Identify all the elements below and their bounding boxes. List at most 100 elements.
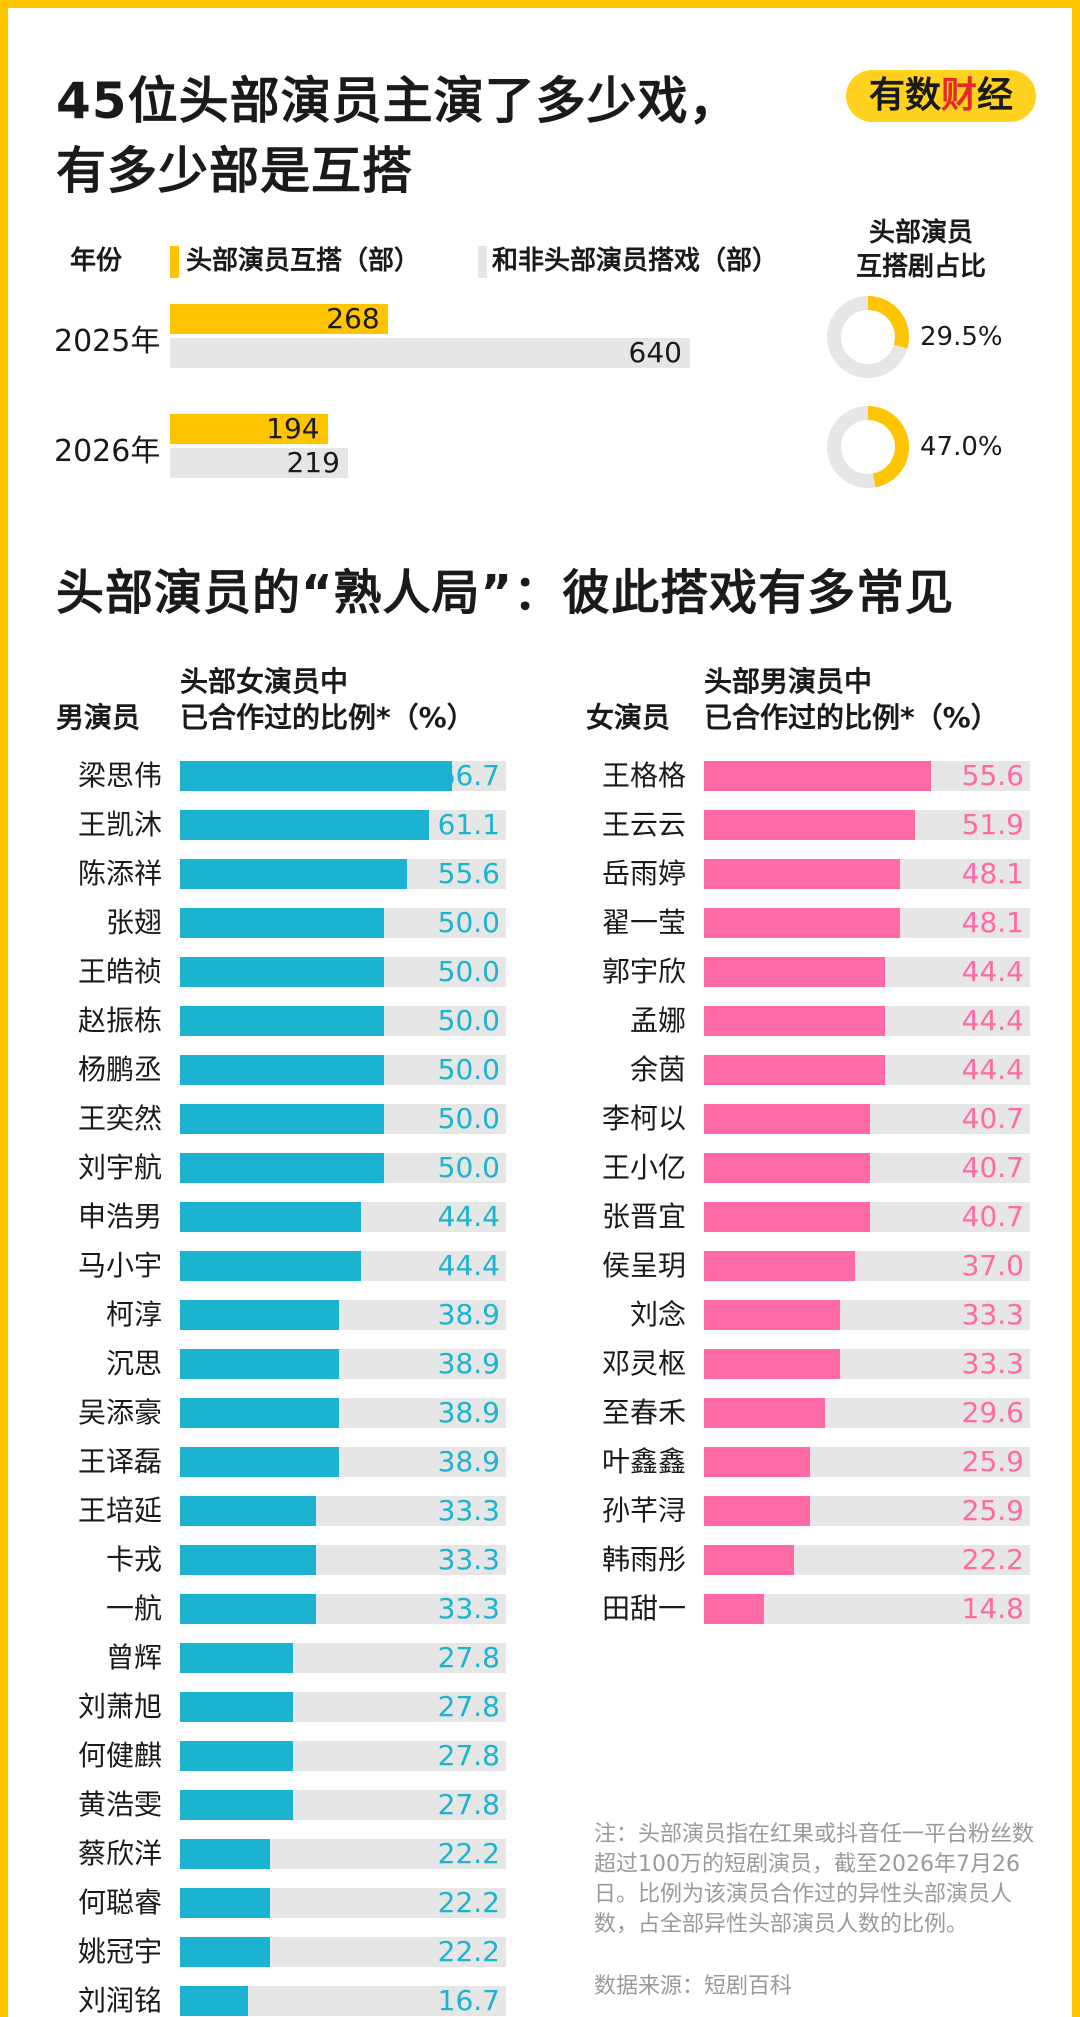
bar-fill: [180, 957, 384, 987]
actor-name: 至春禾: [601, 1396, 686, 1429]
bar-fill: [704, 1594, 765, 1624]
bar-value: 27.8: [437, 1788, 500, 1821]
bar-track: [180, 1692, 506, 1722]
ratio-donut: [827, 406, 909, 488]
bar-value: 40.7: [961, 1200, 1024, 1233]
actor-name: 王译磊: [77, 1445, 162, 1478]
bar-fill: [704, 1545, 795, 1575]
bar-fill: [180, 908, 384, 938]
bar-track: [704, 1006, 1030, 1036]
bar-other: 640: [170, 338, 690, 368]
actor-name: 余茵: [629, 1053, 686, 1086]
actor-name: 梁思伟: [77, 759, 162, 792]
bar-fill: [704, 1153, 870, 1183]
section-title: 头部演员的“熟人局”：彼此搭戏有多常见: [56, 565, 955, 621]
bar-fill: [180, 1790, 294, 1820]
bar-value: 22.2: [961, 1543, 1024, 1576]
bar-fill: [704, 1496, 810, 1526]
bar-value: 33.3: [437, 1494, 500, 1527]
bar-track: [180, 1398, 506, 1428]
bar-track: [704, 1349, 1030, 1379]
bar-track: [704, 1398, 1030, 1428]
actor-name: 王皓祯: [77, 955, 162, 988]
actor-name: 赵振栋: [77, 1004, 162, 1037]
actor-name: 刘念: [629, 1298, 686, 1331]
bar-fill: [180, 1937, 271, 1967]
bar-fill: [704, 761, 931, 791]
bar-value: 33.3: [961, 1298, 1024, 1331]
actor-name: 刘宇航: [77, 1151, 162, 1184]
bar-mutual: 194: [170, 414, 328, 444]
ratio-donut: [827, 296, 909, 378]
bar-value: 50.0: [437, 906, 500, 939]
bar-value: 50.0: [437, 1102, 500, 1135]
bar-track: [704, 908, 1030, 938]
legend-mutual: 头部演员互搭（部）: [186, 246, 421, 276]
ratio-header: 头部演员 互搭剧占比: [855, 218, 986, 282]
bar-value: 14.8: [961, 1592, 1024, 1625]
bar-track: [180, 1790, 506, 1820]
bar-value: 44.4: [961, 1004, 1024, 1037]
bar-fill: [180, 1594, 316, 1624]
actor-name: 何聪睿: [77, 1886, 162, 1919]
actor-name: 岳雨婷: [601, 857, 686, 890]
bar-value: 44.4: [437, 1200, 500, 1233]
bar-mutual-value: 268: [326, 302, 380, 335]
bar-track: [704, 1300, 1030, 1330]
bar-value: 37.0: [961, 1249, 1024, 1282]
female-col-name-header: 女演员: [586, 701, 671, 734]
female-col-value-header: 头部男演员中 已合作过的比例*（%）: [704, 665, 999, 734]
bar-value: 55.6: [437, 857, 500, 890]
bar-fill: [180, 761, 452, 791]
actor-name: 田甜一: [601, 1592, 686, 1625]
bar-track: [704, 1153, 1030, 1183]
bar-value: 38.9: [437, 1347, 500, 1380]
bar-fill: [180, 1349, 339, 1379]
bar-track: [180, 1496, 506, 1526]
bar-fill: [704, 957, 885, 987]
bar-track: [180, 1055, 506, 1085]
legend-swatch-other: [478, 246, 487, 278]
year-label: 2026年: [54, 434, 161, 469]
bar-value: 33.3: [437, 1543, 500, 1576]
bar-value: 33.3: [961, 1347, 1024, 1380]
actor-name: 李柯以: [601, 1102, 686, 1135]
bar-value: 33.3: [437, 1592, 500, 1625]
bar-other-value: 640: [628, 336, 682, 369]
bar-track: [180, 1202, 506, 1232]
bar-track: [704, 1202, 1030, 1232]
brand-logo: 有数财经: [846, 70, 1036, 122]
bar-fill: [180, 859, 407, 889]
title-line-1: 45位头部演员主演了多少戏，: [56, 72, 740, 130]
bar-mutual-value: 194: [266, 412, 320, 445]
bar-fill: [704, 1300, 840, 1330]
actor-name: 刘润铭: [77, 1984, 162, 2017]
bar-fill: [180, 1202, 361, 1232]
actor-name: 陈添祥: [77, 857, 162, 890]
actor-name: 叶鑫鑫: [601, 1445, 686, 1478]
bar-mutual: 268: [170, 304, 388, 334]
actor-name: 柯淳: [105, 1298, 162, 1331]
year-header: 年份: [70, 246, 123, 276]
actor-name: 一航: [105, 1592, 162, 1625]
actor-name: 卡戎: [105, 1543, 162, 1576]
bar-fill: [180, 1300, 339, 1330]
bar-fill: [180, 1153, 384, 1183]
ratio-value: 29.5%: [920, 322, 1003, 352]
bar-fill: [180, 1986, 249, 2016]
actor-name: 王凯沐: [77, 808, 162, 841]
bar-track: [180, 1594, 506, 1624]
bar-track: [180, 761, 506, 791]
bar-fill: [180, 1496, 316, 1526]
bar-value: 22.2: [437, 1935, 500, 1968]
bar-value: 50.0: [437, 1053, 500, 1086]
bar-track: [180, 859, 506, 889]
bar-value: 48.1: [961, 857, 1024, 890]
bar-track: [180, 1300, 506, 1330]
bar-track: [180, 1839, 506, 1869]
bar-fill: [704, 1055, 885, 1085]
data-source: 数据来源：短剧百科: [594, 1974, 793, 1999]
bar-track: [180, 1349, 506, 1379]
bar-value: 50.0: [437, 1151, 500, 1184]
bar-value: 44.4: [961, 955, 1024, 988]
